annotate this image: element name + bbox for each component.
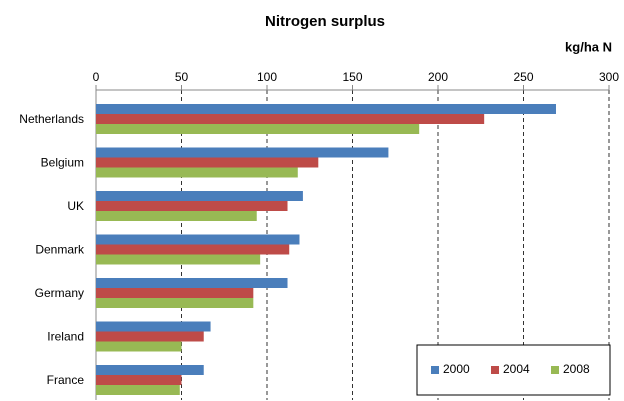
legend-swatch bbox=[551, 366, 559, 374]
bar bbox=[96, 375, 182, 385]
bar bbox=[96, 321, 211, 332]
y-tick-label: Netherlands bbox=[19, 112, 84, 126]
bar bbox=[96, 244, 290, 255]
bar bbox=[96, 201, 288, 211]
y-tick-label: Germany bbox=[35, 286, 84, 300]
bar bbox=[96, 147, 389, 158]
x-tick-label: 0 bbox=[93, 70, 100, 84]
bar bbox=[96, 288, 254, 298]
bar bbox=[96, 278, 288, 288]
x-tick-label: 150 bbox=[342, 70, 362, 84]
legend-label: 2008 bbox=[563, 362, 590, 376]
legend-label: 2004 bbox=[503, 362, 530, 376]
chart-title: Nitrogen surplus bbox=[265, 13, 385, 30]
unit-label: kg/ha N bbox=[565, 39, 612, 54]
bar bbox=[96, 191, 303, 201]
y-tick-label: Ireland bbox=[47, 330, 84, 344]
bar bbox=[96, 211, 257, 221]
bar bbox=[96, 365, 204, 375]
y-tick-label: Belgium bbox=[41, 156, 84, 170]
bar bbox=[96, 331, 204, 342]
bar bbox=[96, 341, 182, 352]
y-tick-label: UK bbox=[67, 199, 84, 213]
x-tick-label: 250 bbox=[513, 70, 533, 84]
bar bbox=[96, 298, 254, 308]
legend-swatch bbox=[491, 366, 499, 374]
legend-label: 2000 bbox=[443, 362, 470, 376]
bar bbox=[96, 104, 556, 114]
bar bbox=[96, 157, 319, 168]
x-tick-label: 100 bbox=[257, 70, 277, 84]
bar bbox=[96, 385, 180, 395]
bar bbox=[96, 114, 485, 124]
legend-swatch bbox=[431, 366, 439, 374]
y-tick-label: Denmark bbox=[35, 243, 85, 257]
x-tick-label: 200 bbox=[428, 70, 448, 84]
bar bbox=[96, 254, 261, 265]
bar bbox=[96, 167, 298, 178]
x-tick-label: 300 bbox=[599, 70, 619, 84]
bar bbox=[96, 234, 300, 245]
bar bbox=[96, 124, 420, 134]
y-tick-label: France bbox=[47, 373, 85, 387]
legend-box bbox=[416, 344, 611, 396]
x-tick-label: 50 bbox=[175, 70, 189, 84]
